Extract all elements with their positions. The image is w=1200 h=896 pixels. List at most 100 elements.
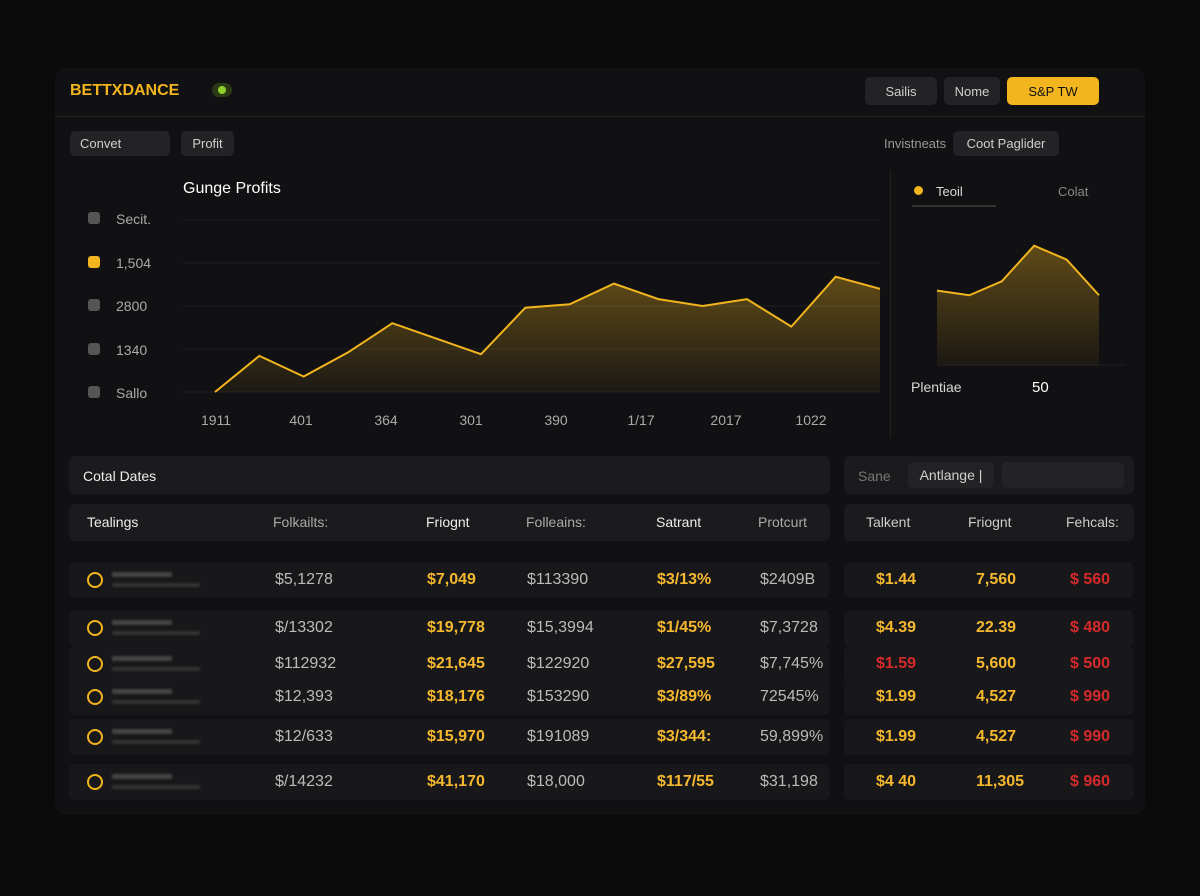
cell: $/14232	[275, 773, 333, 790]
cell: 11,305	[976, 773, 1025, 790]
x-tick-label: 2017	[710, 412, 741, 428]
x-tick-label: 401	[289, 412, 313, 428]
tab[interactable]: Teoil	[936, 184, 963, 199]
brand: BETTXDANCE	[70, 82, 180, 99]
label: Plentiae	[911, 379, 962, 395]
tab[interactable]: Convet	[70, 131, 170, 156]
divider	[890, 170, 891, 438]
select[interactable]: Antlange |	[908, 462, 994, 488]
cell: $1/45%	[657, 619, 712, 636]
cell: $/13302	[275, 619, 333, 636]
row-icon	[87, 729, 103, 745]
x-tick-label: 390	[544, 412, 568, 428]
cell: $ 480	[1070, 619, 1111, 636]
button[interactable]: S&P TW	[1007, 77, 1099, 105]
table-row	[844, 764, 1134, 800]
tab[interactable]: Profit	[181, 131, 234, 156]
sidebar-label: 1340	[116, 341, 148, 358]
tab-underline	[912, 205, 996, 207]
cell: $3/344:	[657, 728, 712, 745]
button[interactable]: Sailis	[865, 77, 937, 105]
area	[937, 245, 1099, 365]
sidebar-label: Sallo	[116, 385, 148, 401]
divider	[55, 116, 1145, 117]
link[interactable]: Invistneats	[884, 136, 947, 151]
table-row	[69, 764, 830, 800]
cell: $5,1278	[275, 571, 333, 588]
column-header: Friognt	[426, 514, 470, 530]
sidebar-icon	[88, 255, 100, 268]
cell: $153290	[527, 688, 590, 705]
row-name-blur	[112, 667, 200, 671]
row-name-blur	[112, 700, 200, 704]
icon	[914, 186, 923, 195]
row-icon	[87, 656, 103, 672]
cell: 22.39	[976, 619, 1017, 636]
sidebar-label: Secit.	[116, 211, 152, 227]
row-name-blur	[112, 729, 172, 734]
cell: $21,645	[427, 655, 485, 672]
cell: $1.99	[876, 688, 917, 705]
cell: $117/55	[657, 773, 714, 790]
button[interactable]: Coot Paglider	[953, 131, 1059, 156]
row-icon	[87, 572, 103, 588]
sidebar-label: 2800	[116, 298, 148, 314]
column-header: Protcurt	[758, 514, 808, 530]
table-row	[69, 679, 830, 715]
button[interactable]: Nome	[944, 77, 1000, 105]
cell: $ 990	[1070, 728, 1111, 745]
cell: $7,745%	[760, 655, 824, 672]
x-tick-label: 301	[459, 412, 483, 428]
cell: $4 40	[876, 773, 917, 790]
x-tick-label: 364	[374, 412, 398, 428]
status	[212, 83, 232, 97]
cell: $12/633	[275, 728, 333, 745]
row-icon	[87, 774, 103, 790]
sidebar-icon	[88, 212, 100, 224]
table-row	[844, 610, 1134, 646]
row-name-blur	[112, 656, 172, 661]
column-header: Folleains:	[526, 514, 586, 530]
cell: $15,970	[427, 728, 485, 745]
cell: 4,527	[976, 688, 1017, 705]
x-tick-label: 1022	[795, 412, 826, 428]
sidebar-label: 1,504	[116, 254, 152, 271]
cell: $31,198	[760, 773, 818, 790]
cell: $27,595	[657, 655, 715, 672]
column-header: Tealings	[87, 514, 139, 530]
area	[215, 276, 880, 392]
row-name-blur	[112, 740, 200, 744]
value: 50	[1032, 379, 1049, 396]
table-row	[844, 562, 1134, 598]
cell: 72545%	[760, 688, 819, 705]
cell: $2409B	[760, 571, 816, 588]
cell: 59,899%	[760, 728, 824, 745]
cell: 7,560	[976, 571, 1017, 588]
cell: $ 960	[1070, 773, 1111, 790]
column-header: Fehcals:	[1066, 514, 1119, 530]
table-row	[69, 719, 830, 755]
dropdown[interactable]	[1002, 462, 1124, 488]
cell: $7,049	[427, 571, 476, 588]
row-icon	[87, 620, 103, 636]
table-row	[69, 610, 830, 646]
table-row	[69, 562, 830, 598]
cell: $3/89%	[657, 688, 712, 705]
label: Sane	[858, 468, 891, 484]
table-row	[844, 679, 1134, 715]
tab[interactable]: Colat	[1058, 184, 1089, 199]
row-name-blur	[112, 572, 172, 577]
column-header: Friognt	[968, 514, 1012, 530]
section-title: Cotal Dates	[83, 468, 157, 484]
row-name-blur	[112, 689, 172, 694]
column-header: Folkailts:	[273, 514, 329, 530]
line	[936, 244, 1100, 297]
cell: $ 990	[1070, 688, 1111, 705]
row-name-blur	[112, 785, 200, 789]
row-name-blur	[112, 774, 172, 779]
sidebar-icon	[88, 386, 100, 398]
cell: $112932	[275, 655, 337, 672]
column-header: Talkent	[866, 514, 911, 530]
table-row	[69, 646, 830, 682]
